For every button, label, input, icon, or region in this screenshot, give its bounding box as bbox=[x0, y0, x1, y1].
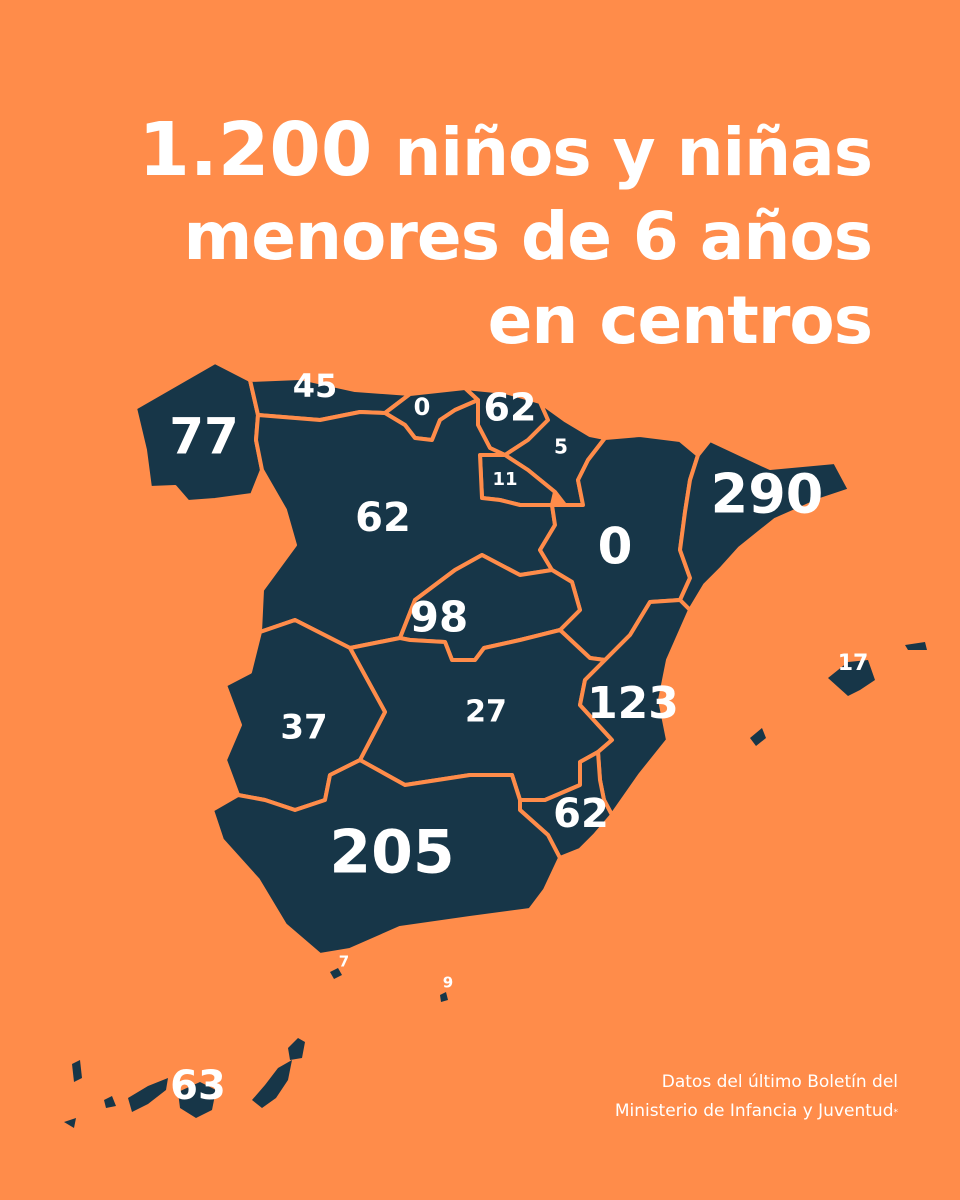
island-menorca bbox=[905, 642, 927, 650]
headline: 1.200 niños y niñas menores de 6 años en… bbox=[138, 107, 873, 363]
footnote-mark: * bbox=[893, 1108, 899, 1118]
value-castilla-leon: 62 bbox=[355, 495, 411, 541]
melilla-shape bbox=[440, 992, 448, 1002]
value-madrid: 98 bbox=[410, 593, 468, 642]
source-line-2: Ministerio de Infancia y Juventud* bbox=[615, 1097, 898, 1126]
value-baleares: 17 bbox=[838, 651, 869, 676]
island-gran-canaria bbox=[178, 1082, 216, 1118]
value-cataluna: 290 bbox=[711, 463, 824, 526]
ceuta-shape bbox=[330, 968, 342, 979]
source-line-2-text: Ministerio de Infancia y Juventud bbox=[614, 1101, 894, 1121]
value-ceuta: 7 bbox=[339, 953, 349, 971]
source-line-1: Datos del último Boletín del bbox=[661, 1072, 898, 1092]
value-pais-vasco: 62 bbox=[484, 386, 537, 430]
headline-number: 1.200 bbox=[138, 107, 373, 193]
value-asturias: 45 bbox=[293, 367, 338, 405]
value-comunidad-valenciana: 123 bbox=[587, 678, 679, 729]
source-note: Datos del último Boletín del Ministerio … bbox=[615, 1068, 898, 1126]
value-castilla-la-mancha: 27 bbox=[465, 695, 507, 730]
headline-line-1-rest: niños y niñas bbox=[394, 114, 873, 191]
island-la-gomera bbox=[104, 1096, 116, 1108]
island-fuerteventura bbox=[252, 1060, 292, 1108]
value-cantabria: 0 bbox=[414, 393, 431, 421]
island-la-palma bbox=[72, 1060, 82, 1082]
headline-line-2: menores de 6 años bbox=[183, 198, 873, 275]
value-andalucia: 205 bbox=[329, 818, 454, 888]
headline-line-1: 1.200 niños y niñas bbox=[138, 107, 873, 195]
value-melilla: 9 bbox=[443, 974, 453, 992]
island-lanzarote bbox=[288, 1038, 305, 1060]
headline-line-3: en centros bbox=[487, 282, 873, 359]
island-ibiza bbox=[750, 728, 766, 746]
value-canarias: 63 bbox=[170, 1063, 226, 1109]
island-mallorca bbox=[828, 660, 875, 696]
value-murcia: 62 bbox=[553, 791, 609, 837]
value-galicia: 77 bbox=[169, 408, 239, 466]
value-extremadura: 37 bbox=[280, 708, 327, 748]
region-cataluna bbox=[678, 438, 852, 612]
region-andalucia bbox=[210, 758, 562, 957]
island-tenerife bbox=[128, 1078, 168, 1112]
value-la-rioja: 11 bbox=[492, 469, 517, 490]
value-navarra: 5 bbox=[554, 435, 568, 459]
value-aragon: 0 bbox=[598, 518, 633, 576]
island-el-hierro bbox=[64, 1118, 76, 1128]
